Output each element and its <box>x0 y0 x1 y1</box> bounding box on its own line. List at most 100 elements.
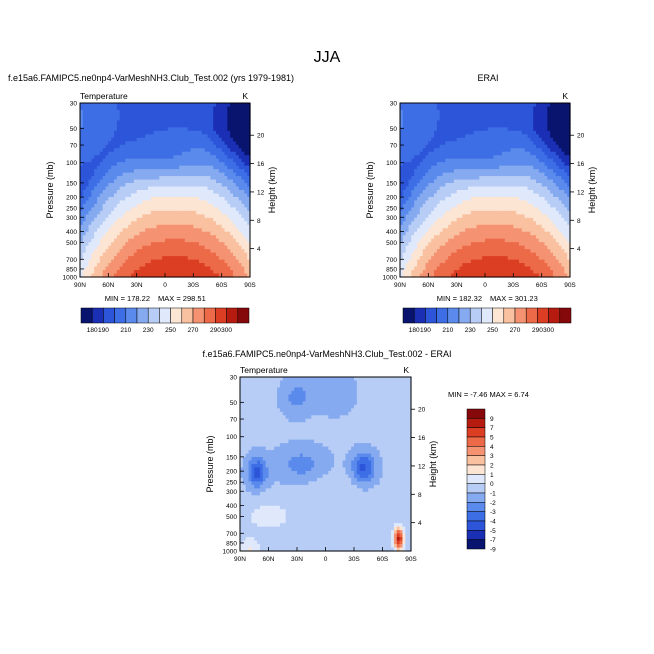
field-cell <box>179 113 183 118</box>
field-cell <box>165 130 169 135</box>
field-cell <box>94 134 98 139</box>
field-cell <box>108 144 112 149</box>
field-cell <box>190 123 194 128</box>
field-cell <box>227 141 231 146</box>
field-cell <box>91 127 95 132</box>
field-cell <box>247 141 251 146</box>
field-cell <box>131 116 135 121</box>
field-cell <box>176 127 180 132</box>
field-cell <box>244 144 248 149</box>
field-cell <box>156 141 160 146</box>
field-cell <box>102 116 107 121</box>
field-cell <box>102 144 107 149</box>
field-cell <box>187 134 192 139</box>
field-cell <box>114 116 118 121</box>
field-cell <box>190 116 194 121</box>
field-cell <box>213 137 217 142</box>
field-cell <box>190 120 194 125</box>
field-cell <box>105 113 109 118</box>
field-cell <box>111 141 115 146</box>
field-cell <box>184 120 189 125</box>
field-cell <box>153 123 158 128</box>
field-cell <box>156 127 160 132</box>
field-cell <box>201 106 206 111</box>
field-cell <box>148 109 152 115</box>
field-cell <box>128 109 132 115</box>
field-cell <box>133 127 138 132</box>
field-cell <box>148 103 152 108</box>
field-cell <box>122 137 126 142</box>
field-cell <box>165 116 169 121</box>
field-cell <box>142 141 146 146</box>
field-cell <box>218 106 223 111</box>
field-cell <box>193 134 197 139</box>
field-cell <box>80 141 84 146</box>
field-cell <box>233 103 237 108</box>
field-cell <box>162 134 166 139</box>
field-cell <box>193 120 197 125</box>
field-cell <box>201 141 206 146</box>
field-cell <box>233 113 237 118</box>
field-cell <box>133 106 138 111</box>
field-cell <box>153 130 158 135</box>
field-cell <box>241 109 245 115</box>
field-cell <box>80 109 84 115</box>
field-cell <box>170 120 175 125</box>
field-cell <box>150 116 155 121</box>
field-cell <box>111 120 115 125</box>
y-tick-label: 700 <box>66 257 77 264</box>
field-cell <box>176 120 180 125</box>
field-cell <box>199 109 203 115</box>
field-cell <box>156 103 160 108</box>
field-cell <box>153 116 158 121</box>
field-cell <box>111 116 115 121</box>
field-cell <box>241 113 245 118</box>
field-cell <box>108 137 112 142</box>
field-cell <box>162 113 166 118</box>
right-axis-title: Height (km) <box>267 167 277 214</box>
y-tick-label: 400 <box>66 229 77 236</box>
field-cell <box>162 127 166 132</box>
field-cell <box>94 148 98 153</box>
field-cell <box>114 109 118 115</box>
x-tick-label: 60S <box>216 282 228 289</box>
field-cell <box>133 141 138 146</box>
field-label: Temperature <box>80 91 128 101</box>
field-cell <box>235 109 240 115</box>
field-cell <box>114 123 118 128</box>
field-cell <box>102 113 107 118</box>
field-cell <box>97 120 101 125</box>
field-cell <box>216 134 220 139</box>
field-cell <box>159 120 163 125</box>
field-cell <box>131 109 135 115</box>
field-cell <box>148 144 152 149</box>
field-cell <box>136 120 141 125</box>
field-cell <box>233 120 237 125</box>
field-cell <box>128 130 132 135</box>
height-tick-label: 4 <box>257 246 261 253</box>
field-cell <box>204 141 209 146</box>
panel-title: ERAI <box>477 73 498 83</box>
x-tick-label: 60N <box>102 282 114 289</box>
field-cell <box>80 106 84 111</box>
field-cell <box>116 134 121 139</box>
field-cell <box>227 127 231 132</box>
field-cell <box>221 113 226 118</box>
field-cell <box>105 134 109 139</box>
field-cell <box>227 130 231 135</box>
field-cell <box>199 116 203 121</box>
colorbar-label: 230 <box>143 327 154 334</box>
field-cell <box>111 134 115 139</box>
field-cell <box>97 144 101 149</box>
field-cell <box>207 106 211 111</box>
field-cell <box>193 123 197 128</box>
field-cell <box>108 130 112 135</box>
field-cell <box>80 148 84 153</box>
field-cell <box>216 123 220 128</box>
field-cell <box>97 127 101 132</box>
field-cell <box>159 109 163 115</box>
field-cell <box>111 137 115 142</box>
field-cell <box>196 127 200 132</box>
field-cell <box>88 109 92 115</box>
field-cell <box>156 130 160 135</box>
